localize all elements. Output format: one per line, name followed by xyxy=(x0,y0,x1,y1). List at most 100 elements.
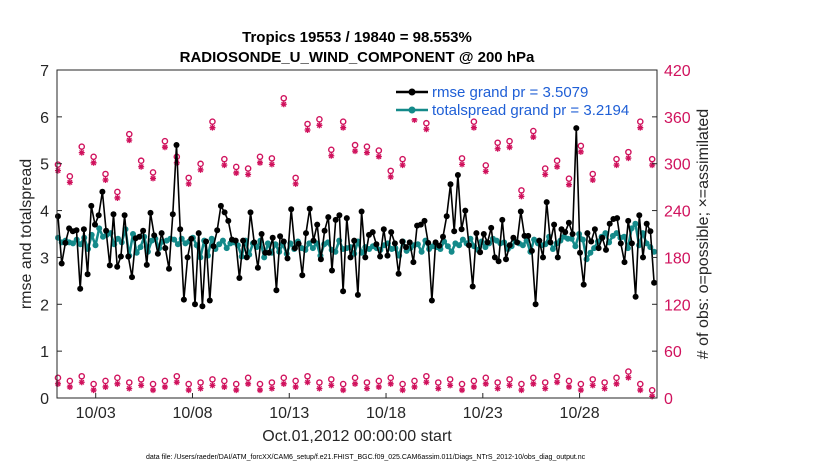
rmse-point xyxy=(454,172,461,178)
totalspread-point xyxy=(531,236,538,243)
rmse-point xyxy=(362,254,369,261)
obs-assimilated-marker xyxy=(554,163,561,170)
obs-assimilated-marker xyxy=(565,181,572,188)
obs-possible-marker xyxy=(351,141,359,149)
obs-possible-marker xyxy=(54,161,62,168)
obs-assimilated-marker xyxy=(375,383,382,390)
obs-assimilated-marker xyxy=(328,152,335,159)
obs-possible-marker xyxy=(102,170,109,178)
obs-assimilated-marker xyxy=(161,144,168,151)
rmse-point xyxy=(584,230,591,237)
rmse-point xyxy=(417,221,424,228)
rmse-point xyxy=(488,224,495,231)
rmse-point xyxy=(473,230,480,237)
rmse-point xyxy=(103,227,110,234)
rmse-point xyxy=(399,238,406,245)
rmse-point xyxy=(214,227,221,234)
obs-assimilated-marker xyxy=(245,171,252,178)
obs-assimilated-marker xyxy=(90,387,97,394)
obs-assimilated-marker xyxy=(209,124,216,131)
obs-possible-marker xyxy=(78,372,86,380)
obs-possible-marker xyxy=(327,146,335,154)
rmse-point xyxy=(480,231,487,237)
rmse-point xyxy=(462,207,469,214)
rmse-point xyxy=(258,231,265,237)
obs-assimilated-marker xyxy=(102,176,109,183)
x-tick-label: 10/18 xyxy=(366,405,406,422)
rmse-point xyxy=(625,217,632,224)
rmse-point xyxy=(651,279,658,286)
rmse-point xyxy=(110,211,117,218)
obs-assimilated-marker xyxy=(613,162,620,169)
obs-assimilated-marker xyxy=(423,379,430,386)
totalspread-point xyxy=(613,230,620,237)
obs-possible-marker xyxy=(399,155,406,163)
totalspread-point xyxy=(572,243,579,250)
obs-possible-marker xyxy=(470,377,478,385)
y-right-tick-label: 120 xyxy=(664,297,691,314)
obs-assimilated-marker xyxy=(352,380,359,387)
rmse-point xyxy=(440,233,446,240)
obs-possible-marker xyxy=(197,379,204,386)
rmse-point xyxy=(166,265,172,272)
rmse-point xyxy=(206,297,213,304)
obs-possible-marker xyxy=(363,379,371,386)
rmse-series xyxy=(55,125,658,310)
totalspread-point xyxy=(568,235,575,242)
obs-assimilated-marker xyxy=(363,385,370,392)
rmse-point xyxy=(499,216,506,223)
rmse-point xyxy=(136,233,143,240)
obs-possible-marker xyxy=(387,167,395,175)
rmse-point xyxy=(536,237,543,244)
rmse-point xyxy=(140,227,147,234)
rmse-point xyxy=(58,260,65,267)
obs-possible-marker xyxy=(114,374,121,382)
obs-possible-marker xyxy=(66,377,74,385)
rmse-point xyxy=(77,285,84,292)
obs-possible-marker xyxy=(280,94,288,102)
totalspread-point xyxy=(261,254,268,261)
rmse-point xyxy=(92,221,98,228)
obs-possible-marker xyxy=(565,377,573,385)
obs-assimilated-marker xyxy=(280,101,287,108)
rmse-point xyxy=(199,303,206,310)
obs-possible-marker xyxy=(387,374,395,382)
rmse-point xyxy=(443,213,450,220)
rmse-point xyxy=(517,208,524,215)
rmse-point xyxy=(554,254,561,261)
legend-box xyxy=(393,80,650,118)
rmse-point xyxy=(628,240,635,247)
obs-assimilated-marker xyxy=(411,116,418,123)
rmse-point xyxy=(203,238,210,245)
obs-possible-marker xyxy=(256,380,264,388)
rmse-point xyxy=(280,238,287,245)
obs-assimilated-marker xyxy=(363,149,370,156)
rmse-point xyxy=(62,239,69,246)
totalspread-point xyxy=(549,246,556,252)
obs-possible-marker xyxy=(518,187,525,194)
obs-assimilated-marker xyxy=(399,387,406,394)
rmse-point xyxy=(580,281,587,288)
totalspread-point xyxy=(602,230,609,237)
rmse-point xyxy=(573,125,580,132)
obs-assimilated-marker xyxy=(328,382,335,389)
totalspread-point xyxy=(621,233,628,240)
rmse-point xyxy=(391,240,398,247)
obs-possible-marker xyxy=(613,374,620,382)
obs-assimilated-marker xyxy=(589,382,596,389)
y-left-tick-label: 2 xyxy=(40,297,49,314)
obs-assimilated-marker xyxy=(637,387,644,394)
rmse-point xyxy=(340,288,347,295)
rmse-point xyxy=(192,301,198,308)
totalspread-point xyxy=(444,243,451,250)
rmse-point xyxy=(317,256,324,263)
rmse-point xyxy=(243,254,250,261)
obs-assimilated-marker xyxy=(340,124,347,131)
rmse-point xyxy=(599,234,606,241)
rmse-point xyxy=(569,231,576,237)
rmse-point xyxy=(588,238,595,245)
obs-assimilated-marker xyxy=(292,180,299,187)
obs-assimilated-marker xyxy=(518,193,525,200)
rmse-point xyxy=(240,237,247,244)
y-left-tick-label: 4 xyxy=(40,204,49,221)
